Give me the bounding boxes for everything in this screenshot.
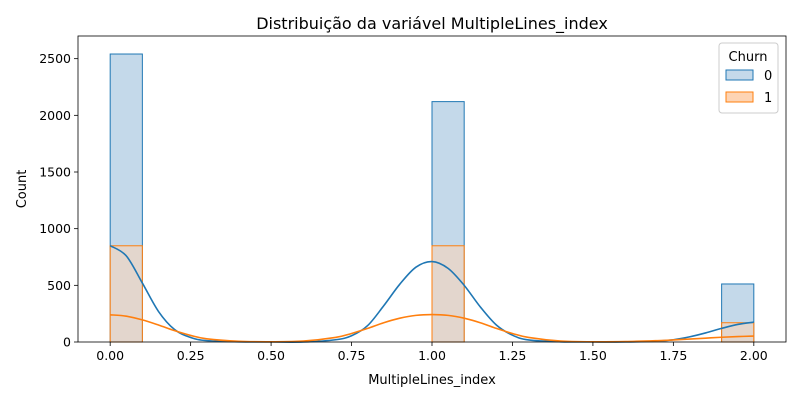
y-tick-label: 2500 bbox=[39, 51, 71, 66]
legend-swatch-churn-1 bbox=[725, 91, 754, 103]
bar-churn-1-bin-1 bbox=[431, 245, 465, 343]
bar-churn-1-bin-2 bbox=[721, 322, 755, 343]
x-axis-label: MultipleLines_index bbox=[368, 373, 496, 388]
y-axis-label: Count bbox=[15, 170, 30, 209]
kde-curve-churn-1 bbox=[110, 313, 754, 343]
legend-swatch-churn-0 bbox=[725, 69, 754, 81]
y-tick-label: 1000 bbox=[39, 221, 71, 236]
y-tick-label: 1500 bbox=[39, 165, 71, 180]
legend-label-churn-1: 1 bbox=[764, 91, 772, 106]
y-tick-label: 500 bbox=[47, 278, 71, 293]
x-tick-label: 0.50 bbox=[257, 348, 285, 363]
x-tick-label: 0.75 bbox=[338, 348, 366, 363]
x-tick-label: 1.00 bbox=[418, 348, 446, 363]
x-tick-label: 1.75 bbox=[659, 348, 687, 363]
legend: Churn 0 1 bbox=[718, 42, 779, 114]
x-axis: 0.00 0.25 0.50 0.75 1.00 1.25 1.50 1.75 2.00 bbox=[96, 342, 768, 363]
bar-churn-1-bin-0 bbox=[109, 245, 143, 343]
y-tick-label: 2000 bbox=[39, 108, 71, 123]
legend-label-churn-0: 0 bbox=[764, 69, 772, 84]
plot-area bbox=[109, 53, 755, 343]
y-tick-label: 0 bbox=[63, 335, 71, 350]
x-tick-label: 0.00 bbox=[96, 348, 124, 363]
chart-title: Distribuição da variável MultipleLines_i… bbox=[256, 14, 608, 34]
x-tick-label: 2.00 bbox=[740, 348, 768, 363]
legend-title: Churn bbox=[729, 50, 768, 65]
x-tick-label: 1.25 bbox=[499, 348, 527, 363]
x-tick-label: 1.50 bbox=[579, 348, 607, 363]
x-tick-label: 0.25 bbox=[177, 348, 205, 363]
y-axis: 0 500 1000 1500 2000 2500 bbox=[39, 51, 78, 350]
